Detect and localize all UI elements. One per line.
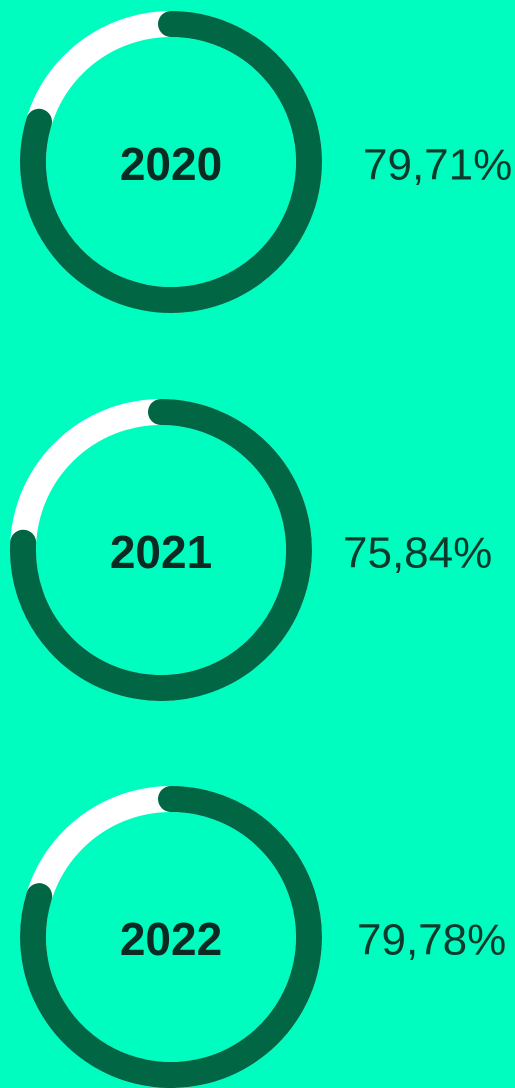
ring-year: 2020 xyxy=(120,138,222,190)
ring-value-label: 79,71% xyxy=(363,141,512,190)
ring-value-label: 79,78% xyxy=(357,916,506,965)
ring-progress xyxy=(20,786,322,1088)
ring-year: 2021 xyxy=(110,526,212,578)
ring-progress xyxy=(10,399,312,701)
ring-value-label: 75,84% xyxy=(343,529,492,578)
ring-year: 2022 xyxy=(120,913,222,965)
ring-progress xyxy=(20,11,322,313)
